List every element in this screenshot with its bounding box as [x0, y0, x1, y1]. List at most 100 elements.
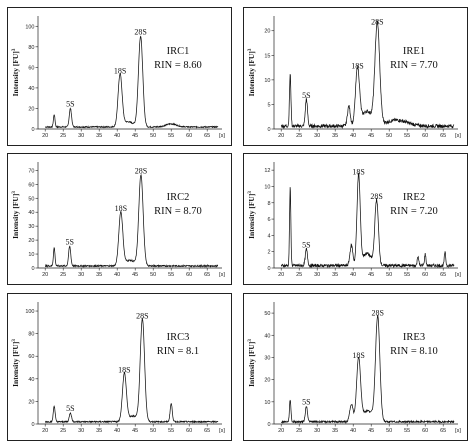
peak-label-5s: 5S	[66, 404, 74, 413]
x-tick-label: 20	[42, 428, 48, 434]
signal-trace	[280, 314, 455, 425]
chart-0: Intensity [FU]3 0 20 40 60 80 100 20 25 30 35 40 45 5…	[11, 16, 225, 139]
peak-label-5s: 5S	[65, 237, 73, 246]
x-tick-label: 35	[96, 428, 102, 434]
rin-value: RIN = 7.70	[390, 60, 438, 71]
chart-2: Intensity [FU]3 0 10 20 30 40 50 60 70 20 25 30 35 40…	[11, 162, 225, 278]
chart-1: Intensity [FU]3 0 5 10 15 20 20 25 30 35 40 45 50 55 6…	[247, 16, 461, 139]
x-unit-label: [s]	[455, 272, 461, 278]
x-tick-label: 20	[278, 428, 284, 434]
x-tick-label: 55	[168, 428, 174, 434]
y-tick-label: 40	[28, 377, 34, 383]
peak-label-28s: 28S	[371, 309, 383, 318]
electropherogram-ire1: Intensity [FU]3 0 5 10 15 20 20 25 30 35 40 45 50 55 6…	[243, 7, 468, 146]
x-tick-label: 60	[186, 272, 192, 278]
y-tick-label: 40	[264, 333, 270, 339]
y-tick-label: 20	[264, 29, 270, 35]
x-tick-label: 50	[386, 133, 392, 139]
peak-label-28s: 28S	[135, 166, 147, 175]
peak-label-5s: 5S	[66, 100, 74, 109]
x-tick-label: 50	[386, 272, 392, 278]
x-tick-label: 55	[404, 428, 410, 434]
x-tick-label: 65	[440, 133, 446, 139]
x-unit-label: [s]	[219, 272, 225, 278]
x-tick-label: 50	[150, 272, 156, 278]
y-tick-label: 10	[264, 78, 270, 84]
sample-name: IRE3	[403, 332, 425, 343]
x-tick-label: 30	[78, 428, 84, 434]
signal-trace	[45, 174, 219, 268]
y-tick-label: 80	[28, 332, 34, 338]
x-tick-label: 50	[150, 133, 156, 139]
x-tick-label: 35	[332, 428, 338, 434]
y-tick-label: 8	[267, 201, 270, 207]
electropherogram-irc1: Intensity [FU]3 0 20 40 60 80 100 20 25 30 35 40 45 5…	[7, 7, 232, 146]
x-tick-label: 35	[96, 133, 102, 139]
rin-value: RIN = 8.70	[154, 206, 202, 217]
signal-trace	[44, 317, 219, 424]
rin-value: RIN = 8.1	[157, 346, 199, 357]
x-tick-label: 60	[422, 428, 428, 434]
x-tick-label: 45	[368, 428, 374, 434]
x-tick-label: 60	[422, 133, 428, 139]
y-tick-label: 0	[267, 127, 270, 133]
x-tick-label: 55	[404, 272, 410, 278]
peak-label-28s: 28S	[371, 17, 383, 26]
y-tick-label: 10	[264, 400, 270, 406]
sample-name: IRC2	[167, 192, 190, 203]
y-tick-label: 0	[31, 127, 34, 133]
y-tick-label: 10	[28, 252, 34, 258]
x-tick-label: 45	[132, 428, 138, 434]
peak-label-18s: 18S	[118, 366, 130, 375]
y-tick-label: 20	[28, 106, 34, 112]
x-unit-label: [s]	[219, 428, 225, 434]
peak-label-28s: 28S	[136, 311, 148, 320]
x-tick-label: 25	[296, 428, 302, 434]
y-tick-label: 50	[28, 196, 34, 202]
y-tick-label: 0	[267, 266, 270, 272]
x-tick-label: 30	[314, 428, 320, 434]
x-tick-label: 65	[440, 272, 446, 278]
x-tick-label: 40	[350, 272, 356, 278]
x-tick-label: 45	[368, 133, 374, 139]
y-tick-label: 5	[267, 102, 270, 108]
signal-trace	[45, 35, 219, 129]
peak-label-18s: 18S	[352, 351, 364, 360]
electropherogram-ire2: Intensity [FU]3 0 2 4 6 8 10 12 20 25 30 35 40 45 50 55…	[243, 153, 468, 285]
x-tick-label: 65	[204, 428, 210, 434]
x-tick-label: 30	[78, 272, 84, 278]
peak-label-5s: 5S	[302, 397, 310, 406]
chart-3: Intensity [FU]3 0 2 4 6 8 10 12 20 25 30 35 40 45 50 55…	[247, 162, 461, 278]
y-tick-label: 20	[28, 399, 34, 405]
electropherogram-ire3: Intensity [FU]3 0 10 20 30 40 50 20 25 30 35 40 45 50…	[243, 293, 468, 441]
y-tick-label: 100	[25, 24, 34, 30]
y-tick-label: 20	[28, 238, 34, 244]
x-unit-label: [s]	[219, 133, 225, 139]
y-axis-label: Intensity [FU]3	[11, 48, 20, 96]
y-axis-label: Intensity [FU]3	[11, 191, 20, 239]
sample-name: IRC3	[167, 332, 190, 343]
electropherogram-irc2: Intensity [FU]3 0 10 20 30 40 50 60 70 20 25 30 35 40…	[7, 153, 232, 285]
y-tick-label: 80	[28, 45, 34, 51]
y-tick-label: 0	[31, 422, 34, 428]
peak-label-5s: 5S	[302, 91, 310, 100]
rin-value: RIN = 8.10	[390, 346, 438, 357]
y-tick-label: 60	[28, 65, 34, 71]
peak-label-18s: 18S	[351, 62, 363, 71]
y-axis-label: Intensity [FU]3	[247, 339, 256, 387]
sample-name: IRE1	[403, 46, 425, 57]
y-tick-label: 60	[28, 354, 34, 360]
x-tick-label: 25	[60, 428, 66, 434]
x-tick-label: 50	[386, 428, 392, 434]
x-tick-label: 30	[78, 133, 84, 139]
x-tick-label: 65	[440, 428, 446, 434]
x-tick-label: 35	[332, 133, 338, 139]
y-tick-label: 30	[264, 355, 270, 361]
x-tick-label: 45	[368, 272, 374, 278]
y-tick-label: 100	[25, 309, 34, 315]
y-tick-label: 0	[31, 266, 34, 272]
peak-label-18s: 18S	[115, 204, 127, 213]
y-tick-label: 0	[267, 422, 270, 428]
x-tick-label: 50	[150, 428, 156, 434]
x-tick-label: 60	[186, 428, 192, 434]
